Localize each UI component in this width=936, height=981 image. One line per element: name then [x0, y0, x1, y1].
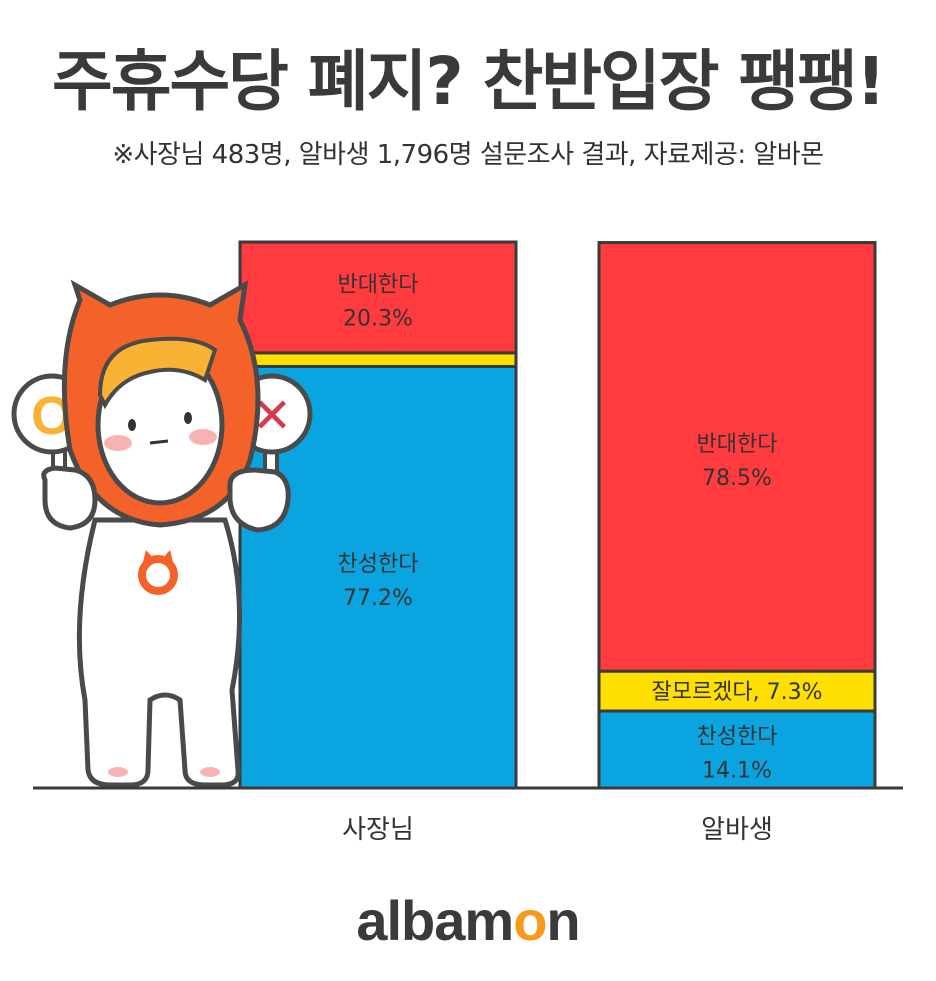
bar-segment	[597, 241, 877, 673]
series-label: 찬성한다	[338, 552, 419, 577]
data-label: 77.2%	[343, 586, 413, 611]
data-label: 잘모르겠다, 7.3%	[651, 680, 822, 705]
left-foot-pad	[108, 767, 128, 777]
category-label: 사장님	[342, 815, 414, 845]
data-label: 14.1%	[702, 759, 772, 784]
mascot-hair	[97, 336, 218, 410]
chart-title: 주휴수당 폐지? 찬반입장 팽팽!	[52, 43, 886, 120]
series-label: 찬성한다	[697, 725, 778, 750]
category-label: 알바생	[701, 815, 773, 845]
series-label: 반대한다	[697, 432, 778, 457]
chart-subtitle: ※사장님 483명, 알바생 1,796명 설문조사 결과, 자료제공: 알바몬	[112, 140, 824, 170]
bars-layer: 찬성한다 77.2% 반대한다 20.3% 사장님 찬성한다 14.1% 잘모르겠다, 7.3…	[238, 240, 877, 845]
mouth	[149, 439, 169, 445]
left-cheek	[104, 435, 132, 451]
left-eye	[128, 419, 136, 431]
right-eye	[184, 412, 192, 424]
mascot-body	[76, 517, 243, 788]
data-label: 20.3%	[343, 306, 413, 331]
albamon-logo: albamon	[356, 889, 580, 952]
right-cheek	[189, 429, 217, 445]
chest-emblem-ears	[143, 550, 173, 562]
chest-emblem	[138, 555, 178, 595]
right-hand	[227, 467, 291, 533]
left-hand	[41, 465, 98, 531]
series-label: 반대한다	[338, 272, 419, 297]
mascot-illustration: O ✕	[11, 279, 313, 788]
right-foot-pad	[200, 767, 220, 777]
bar-segment	[238, 351, 518, 368]
bar-segment	[597, 709, 877, 790]
data-label: 78.5%	[702, 466, 772, 491]
